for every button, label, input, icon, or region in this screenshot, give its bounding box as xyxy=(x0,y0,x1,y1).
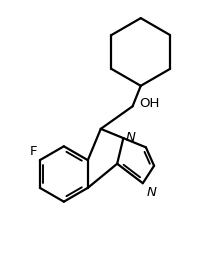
Text: F: F xyxy=(29,145,37,158)
Text: OH: OH xyxy=(140,97,160,110)
Text: N: N xyxy=(125,131,135,144)
Text: N: N xyxy=(147,186,157,199)
